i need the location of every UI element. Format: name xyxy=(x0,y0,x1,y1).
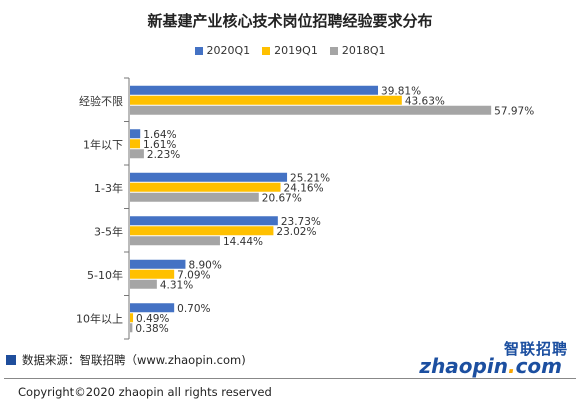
bar-2019q1-3 xyxy=(130,226,274,236)
logo-english-text: zhaopin.com xyxy=(419,354,562,378)
bar-2019q1-1 xyxy=(130,139,141,149)
legend-item-2020q1: 2020Q1 xyxy=(194,44,251,57)
bar-2019q1-5 xyxy=(130,313,134,323)
chart-title: 新基建产业核心技术岗位招聘经验要求分布 xyxy=(147,12,433,30)
data-label: 7.09% xyxy=(177,269,210,281)
logo-chinese-text: 智联招聘 xyxy=(503,340,568,358)
legend-swatch-2018q1 xyxy=(329,46,338,55)
source-note: 数据来源：智联招聘（www.zhaopin.com) xyxy=(6,352,246,368)
data-label: 0.70% xyxy=(177,303,210,315)
footer-divider xyxy=(4,378,576,379)
bar-2018q1-0 xyxy=(130,105,492,115)
data-label: 1.64% xyxy=(143,129,176,141)
legend-swatch-2019q1 xyxy=(262,46,271,55)
chart-legend: 2020Q1 2019Q1 2018Q1 xyxy=(0,44,580,57)
data-label: 0.38% xyxy=(135,323,168,335)
category-label: 经验不限 xyxy=(79,94,123,108)
data-label: 8.90% xyxy=(188,259,221,271)
legend-item-2018q1: 2018Q1 xyxy=(329,44,386,57)
bar-2020q1-5 xyxy=(130,303,175,313)
data-label: 0.49% xyxy=(136,313,169,325)
copyright-text: Copyright©2020 zhaopin all rights reserv… xyxy=(18,385,272,399)
bar-2018q1-2 xyxy=(130,192,259,202)
bar-chart: 经验不限 39.81%43.63% 57.97% 1年以下 1.64%1.61%2.23… xyxy=(76,77,534,340)
category-label: 5-10年 xyxy=(87,268,123,282)
legend-label-2020q1: 2020Q1 xyxy=(206,44,251,57)
data-label: 24.16% xyxy=(284,182,324,194)
logo-en-main: zhaopin xyxy=(419,354,508,378)
data-label: 20.67% xyxy=(262,192,302,204)
bar-2018q1-5 xyxy=(130,323,133,333)
data-label: 1.61% xyxy=(143,139,176,151)
data-label: 4.31% xyxy=(160,279,193,291)
source-text: 数据来源：智联招聘（www.zhaopin.com) xyxy=(22,353,246,367)
legend-label-2018q1: 2018Q1 xyxy=(341,44,386,57)
data-label: 23.02% xyxy=(276,226,316,238)
category-label: 1-3年 xyxy=(94,181,123,195)
logo-en-dot: . xyxy=(507,354,516,378)
category-label: 10年以上 xyxy=(76,311,123,325)
data-label: 39.81% xyxy=(381,85,421,97)
bar-2019q1-0 xyxy=(130,95,402,105)
data-label: 43.63% xyxy=(405,95,445,107)
legend-item-2019q1: 2019Q1 xyxy=(262,44,318,57)
legend-swatch-2020q1 xyxy=(194,46,203,55)
bar-2018q1-4 xyxy=(130,279,157,289)
data-label: 2.23% xyxy=(147,149,180,161)
logo-en-tail: com xyxy=(515,354,562,378)
category-label: 1年以下 xyxy=(83,137,123,151)
legend-label-2019q1: 2019Q1 xyxy=(274,44,318,57)
bar-2018q1-3 xyxy=(130,236,220,246)
bar-2020q1-3 xyxy=(130,216,278,226)
bar-2020q1-0 xyxy=(130,85,379,95)
category-label: 3-5年 xyxy=(94,224,123,238)
data-label: 23.73% xyxy=(281,216,321,228)
bar-2019q1-2 xyxy=(130,182,281,192)
data-label: 25.21% xyxy=(290,172,330,184)
bar-2019q1-4 xyxy=(130,269,175,279)
bar-2018q1-1 xyxy=(130,149,144,159)
data-label: 14.44% xyxy=(223,236,263,248)
bar-2020q1-1 xyxy=(130,129,141,139)
bar-2020q1-2 xyxy=(130,172,288,182)
data-label: 57.97% xyxy=(494,105,534,117)
zhaopin-logo: 智联招聘 zhaopin.com xyxy=(419,338,568,378)
bar-2020q1-4 xyxy=(130,259,186,269)
source-marker-icon xyxy=(6,355,16,365)
